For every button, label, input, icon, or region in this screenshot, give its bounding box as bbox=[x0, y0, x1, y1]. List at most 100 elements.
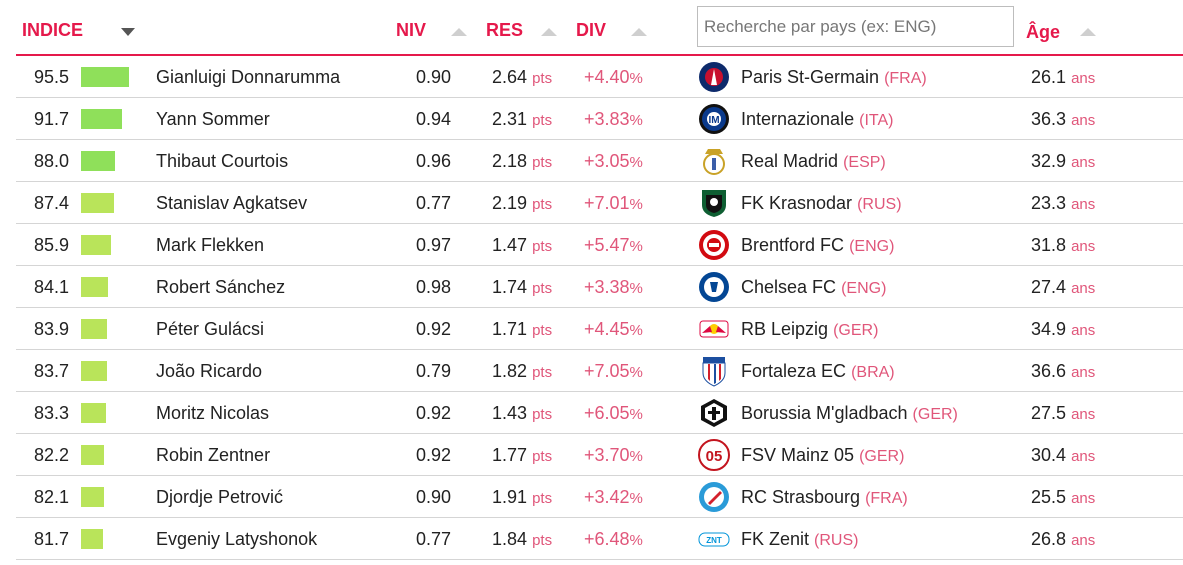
player-name[interactable]: Evgeniy Latyshonok bbox=[156, 529, 318, 549]
player-name[interactable]: Thibaut Courtois bbox=[156, 151, 289, 171]
fortaleza-crest-icon bbox=[698, 355, 730, 387]
club-name[interactable]: FK Krasnodar (RUS) bbox=[741, 193, 902, 213]
niv-value: 0.77 bbox=[416, 193, 452, 213]
club-name[interactable]: RB Leipzig (GER) bbox=[741, 319, 879, 339]
div-value: +4.40% bbox=[584, 67, 643, 87]
age-value: 30.4 ans bbox=[1031, 445, 1096, 465]
pts-unit: pts bbox=[532, 448, 553, 465]
index-value: 91.7 bbox=[34, 109, 70, 129]
player-name[interactable]: Stanislav Agkatsev bbox=[156, 193, 308, 213]
club-name[interactable]: Real Madrid (ESP) bbox=[741, 151, 886, 171]
age-unit: ans bbox=[1071, 406, 1096, 423]
index-bar bbox=[81, 403, 106, 423]
player-name[interactable]: Mark Flekken bbox=[156, 235, 265, 255]
div-value: +3.38% bbox=[584, 277, 643, 297]
club-name[interactable]: Fortaleza EC (BRA) bbox=[741, 361, 895, 381]
pct-unit: % bbox=[629, 154, 643, 171]
club-country: (FRA) bbox=[865, 490, 908, 507]
club-name[interactable]: FK Zenit (RUS) bbox=[741, 529, 859, 549]
psg-crest-icon bbox=[698, 61, 730, 93]
player-name[interactable]: Robin Zentner bbox=[156, 445, 271, 465]
pts-unit: pts bbox=[532, 112, 553, 129]
zenit-crest-icon: ZNT bbox=[698, 523, 730, 555]
players-table: 95.5 Gianluigi Donnarumma 0.90 2.64 pts … bbox=[16, 56, 1183, 560]
age-unit: ans bbox=[1071, 70, 1096, 87]
country-search-input[interactable] bbox=[697, 6, 1014, 47]
div-value: +3.05% bbox=[584, 151, 643, 171]
niv-value: 0.90 bbox=[416, 67, 452, 87]
niv-column-header[interactable]: NIV bbox=[396, 20, 427, 40]
player-name[interactable]: Yann Sommer bbox=[156, 109, 270, 129]
player-name[interactable]: Gianluigi Donnarumma bbox=[156, 67, 341, 87]
club-name[interactable]: FSV Mainz 05 (GER) bbox=[741, 445, 905, 465]
table-row[interactable]: 85.9 Mark Flekken 0.97 1.47 pts +5.47% B… bbox=[16, 224, 1183, 266]
age-value: 25.5 ans bbox=[1031, 487, 1096, 507]
sort-desc-icon[interactable] bbox=[121, 28, 135, 36]
table-row[interactable]: 84.1 Robert Sánchez 0.98 1.74 pts +3.38%… bbox=[16, 266, 1183, 308]
div-column-header[interactable]: DIV bbox=[576, 20, 607, 40]
pts-unit: pts bbox=[532, 238, 553, 255]
index-bar bbox=[81, 319, 107, 339]
player-name[interactable]: Robert Sánchez bbox=[156, 277, 286, 297]
sort-asc-icon[interactable] bbox=[451, 28, 467, 36]
index-bar bbox=[81, 487, 104, 507]
res-column-header[interactable]: RES bbox=[486, 20, 524, 40]
club-name[interactable]: Chelsea FC (ENG) bbox=[741, 277, 887, 297]
age-column-header[interactable]: Âge bbox=[1026, 22, 1061, 42]
brentford-crest-icon bbox=[698, 229, 730, 261]
age-unit: ans bbox=[1071, 490, 1096, 507]
table-row[interactable]: 81.7 Evgeniy Latyshonok 0.77 1.84 pts +6… bbox=[16, 518, 1183, 560]
age-unit: ans bbox=[1071, 112, 1096, 129]
club-country: (FRA) bbox=[884, 70, 927, 87]
table-row[interactable]: 95.5 Gianluigi Donnarumma 0.90 2.64 pts … bbox=[16, 56, 1183, 98]
club-country: (GER) bbox=[859, 448, 905, 465]
club-name[interactable]: Borussia M'gladbach (GER) bbox=[741, 403, 958, 423]
real-madrid-crest-icon bbox=[698, 145, 730, 177]
sort-asc-icon[interactable] bbox=[1080, 28, 1096, 36]
club-country: (ENG) bbox=[849, 238, 895, 255]
pts-unit: pts bbox=[532, 364, 553, 381]
table-row[interactable]: 87.4 Stanislav Agkatsev 0.77 2.19 pts +7… bbox=[16, 182, 1183, 224]
div-value: +4.45% bbox=[584, 319, 643, 339]
svg-text:IM: IM bbox=[708, 115, 719, 126]
table-row[interactable]: 91.7 Yann Sommer 0.94 2.31 pts +3.83% IM… bbox=[16, 98, 1183, 140]
niv-value: 0.77 bbox=[416, 529, 452, 549]
niv-value: 0.92 bbox=[416, 319, 452, 339]
club-country: (ITA) bbox=[859, 112, 894, 129]
table-row[interactable]: 83.7 João Ricardo 0.79 1.82 pts +7.05% F… bbox=[16, 350, 1183, 392]
niv-value: 0.94 bbox=[416, 109, 452, 129]
index-bar bbox=[81, 109, 122, 129]
club-name[interactable]: RC Strasbourg (FRA) bbox=[741, 487, 908, 507]
table-row[interactable]: 83.9 Péter Gulácsi 0.92 1.71 pts +4.45% … bbox=[16, 308, 1183, 350]
club-name[interactable]: Brentford FC (ENG) bbox=[741, 235, 895, 255]
div-value: +5.47% bbox=[584, 235, 643, 255]
club-name[interactable]: Paris St-Germain (FRA) bbox=[741, 67, 927, 87]
pts-unit: pts bbox=[532, 406, 553, 423]
res-value: 1.71 pts bbox=[492, 319, 553, 339]
div-value: +7.05% bbox=[584, 361, 643, 381]
pts-unit: pts bbox=[532, 196, 553, 213]
club-country: (ESP) bbox=[843, 154, 886, 171]
pts-unit: pts bbox=[532, 154, 553, 171]
niv-value: 0.90 bbox=[416, 487, 452, 507]
table-row[interactable]: 82.1 Djordje Petrović 0.90 1.91 pts +3.4… bbox=[16, 476, 1183, 518]
table-row[interactable]: 88.0 Thibaut Courtois 0.96 2.18 pts +3.0… bbox=[16, 140, 1183, 182]
div-value: +3.42% bbox=[584, 487, 643, 507]
table-row[interactable]: 83.3 Moritz Nicolas 0.92 1.43 pts +6.05%… bbox=[16, 392, 1183, 434]
svg-text:05: 05 bbox=[706, 448, 723, 465]
index-value: 83.7 bbox=[34, 361, 70, 381]
sort-asc-icon[interactable] bbox=[631, 28, 647, 36]
header-divider bbox=[16, 54, 1183, 56]
club-name[interactable]: Internazionale (ITA) bbox=[741, 109, 894, 129]
player-name[interactable]: Djordje Petrović bbox=[156, 487, 284, 507]
table-row[interactable]: 82.2 Robin Zentner 0.92 1.77 pts +3.70% … bbox=[16, 434, 1183, 476]
sort-asc-icon[interactable] bbox=[541, 28, 557, 36]
index-bar bbox=[81, 151, 115, 171]
indice-column-header[interactable]: INDICE bbox=[22, 20, 84, 40]
player-name[interactable]: Péter Gulácsi bbox=[156, 319, 265, 339]
pts-unit: pts bbox=[532, 70, 553, 87]
player-name[interactable]: João Ricardo bbox=[156, 361, 263, 381]
div-value: +3.83% bbox=[584, 109, 643, 129]
player-name[interactable]: Moritz Nicolas bbox=[156, 403, 270, 423]
res-value: 1.91 pts bbox=[492, 487, 553, 507]
